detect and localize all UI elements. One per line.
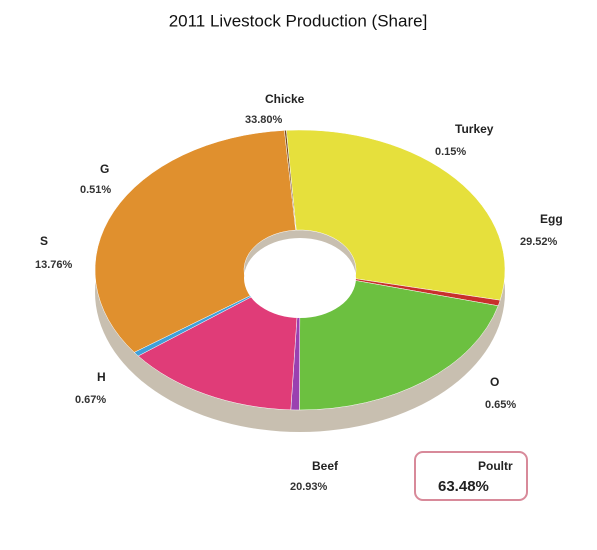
value-label: 0.51% [80,184,111,196]
value-label: 0.65% [485,399,516,411]
poultry-box [414,451,528,501]
value-label: 20.93% [290,481,328,493]
slice-label: O [490,375,499,389]
slice [286,129,506,301]
slice-label: G [100,162,109,176]
slice-label: H [97,370,106,384]
value-label: 13.76% [35,259,73,271]
slice-label: Turkey [455,122,494,136]
value-label: 0.67% [75,394,106,406]
slice-label: S [40,234,48,248]
slice-label: Egg [540,212,563,226]
annotation-label: Poultr [478,459,513,473]
chart-title: 2011 Livestock Production (Share] [169,11,428,30]
donut-hole [244,238,356,318]
value-label: 29.52% [520,236,558,248]
value-label: 33.80% [245,114,283,126]
slice-label: Beef [312,459,339,473]
slice-label: Chicke [265,92,305,106]
annotation-value: 63.48% [438,478,489,495]
value-label: 0.15% [435,146,466,158]
slice [94,130,297,353]
